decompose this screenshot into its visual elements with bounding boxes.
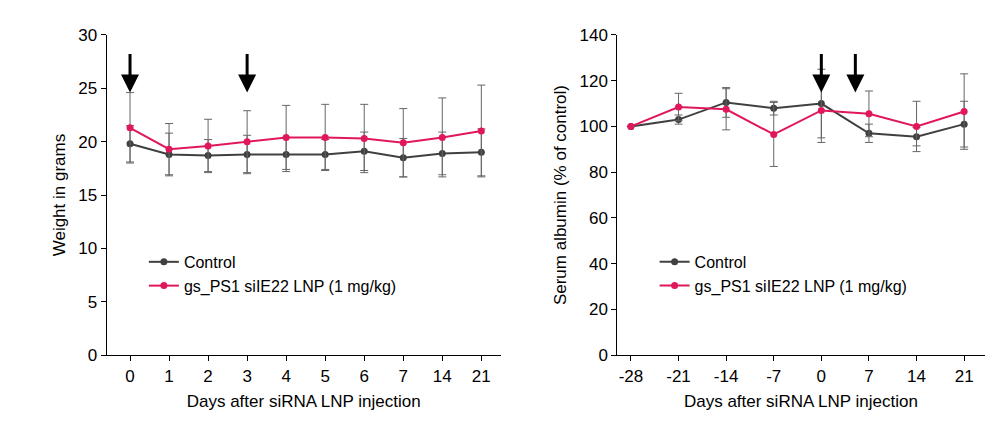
svg-text:21: 21	[955, 367, 974, 386]
svg-text:-21: -21	[666, 367, 691, 386]
svg-text:2: 2	[203, 367, 212, 386]
svg-text:4: 4	[281, 367, 290, 386]
svg-text:Serum albumin (% of control): Serum albumin (% of control)	[551, 85, 570, 305]
svg-text:-14: -14	[714, 367, 739, 386]
svg-text:21: 21	[472, 367, 491, 386]
svg-text:0: 0	[125, 367, 134, 386]
svg-text:0: 0	[817, 367, 826, 386]
svg-text:Control: Control	[184, 254, 236, 271]
svg-text:30: 30	[78, 26, 97, 45]
svg-text:5: 5	[88, 293, 97, 312]
svg-text:14: 14	[433, 367, 452, 386]
svg-text:7: 7	[864, 367, 873, 386]
svg-text:20: 20	[78, 133, 97, 152]
svg-text:gs_PS1 siIE22 LNP (1 mg/kg): gs_PS1 siIE22 LNP (1 mg/kg)	[184, 278, 396, 296]
svg-text:120: 120	[580, 72, 608, 91]
svg-text:7: 7	[399, 367, 408, 386]
svg-text:5: 5	[320, 367, 329, 386]
svg-text:-7: -7	[766, 367, 781, 386]
svg-text:6: 6	[359, 367, 368, 386]
svg-text:-28: -28	[619, 367, 644, 386]
svg-text:Days after siRNA LNP injection: Days after siRNA LNP injection	[684, 392, 918, 411]
svg-text:80: 80	[589, 163, 608, 182]
svg-text:3: 3	[242, 367, 251, 386]
svg-text:Control: Control	[695, 254, 747, 271]
svg-text:60: 60	[589, 209, 608, 228]
svg-text:gs_PS1 siIE22 LNP (1 mg/kg): gs_PS1 siIE22 LNP (1 mg/kg)	[695, 278, 907, 296]
svg-text:Days after siRNA LNP injection: Days after siRNA LNP injection	[187, 392, 421, 411]
svg-text:0: 0	[88, 346, 97, 365]
svg-text:Weight in grams: Weight in grams	[50, 134, 69, 257]
svg-text:1: 1	[164, 367, 173, 386]
svg-text:10: 10	[78, 239, 97, 258]
svg-text:140: 140	[580, 26, 608, 45]
svg-text:0: 0	[598, 346, 607, 365]
svg-text:25: 25	[78, 79, 97, 98]
svg-text:14: 14	[907, 367, 926, 386]
svg-text:15: 15	[78, 186, 97, 205]
svg-text:40: 40	[589, 255, 608, 274]
svg-text:100: 100	[580, 117, 608, 136]
svg-text:20: 20	[589, 300, 608, 319]
